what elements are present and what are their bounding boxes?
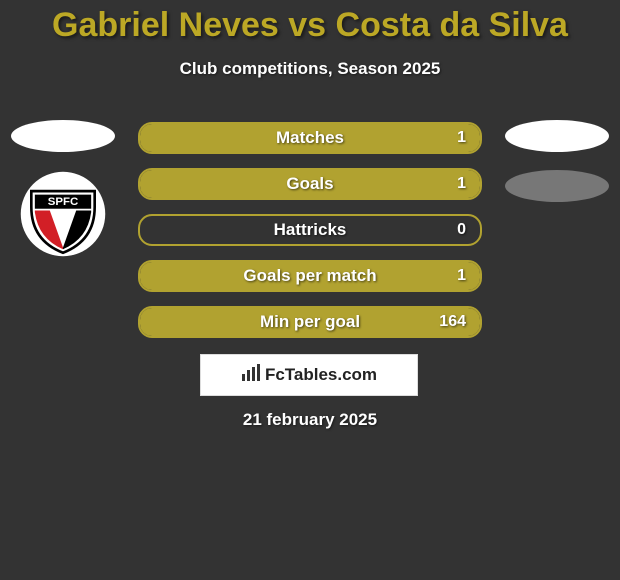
stat-row: Hattricks 0: [138, 214, 482, 246]
club-badge-text: SPFC: [48, 196, 79, 208]
stat-row: Min per goal 164: [138, 306, 482, 338]
page-subtitle: Club competitions, Season 2025: [0, 59, 620, 79]
date-text: 21 february 2025: [0, 410, 620, 430]
brand-box[interactable]: FcTables.com: [200, 354, 418, 396]
stat-value: 0: [457, 221, 466, 239]
stat-label: Matches: [276, 128, 344, 148]
brand-text: FcTables.com: [265, 365, 377, 385]
player-right-column: [502, 120, 612, 220]
stat-row: Goals per match 1: [138, 260, 482, 292]
avatar-placeholder: [11, 120, 115, 152]
club-badge-spfc: SPFC: [19, 170, 107, 258]
stat-row: Matches 1: [138, 122, 482, 154]
stat-label: Goals: [286, 174, 333, 194]
club-badge-placeholder: [505, 170, 609, 202]
stat-row: Goals 1: [138, 168, 482, 200]
stats-container: Matches 1 Goals 1 Hattricks 0 Goals per match 1…: [138, 122, 482, 352]
stat-value: 164: [439, 313, 466, 331]
stat-value: 1: [457, 267, 466, 285]
page-title: Gabriel Neves vs Costa da Silva: [0, 0, 620, 45]
stat-value: 1: [457, 129, 466, 147]
chart-icon: [241, 364, 261, 387]
stat-label: Min per goal: [260, 312, 360, 332]
player-left-column: SPFC: [8, 120, 118, 258]
stat-value: 1: [457, 175, 466, 193]
stat-label: Goals per match: [243, 266, 376, 286]
avatar-placeholder: [505, 120, 609, 152]
stat-label: Hattricks: [274, 220, 347, 240]
